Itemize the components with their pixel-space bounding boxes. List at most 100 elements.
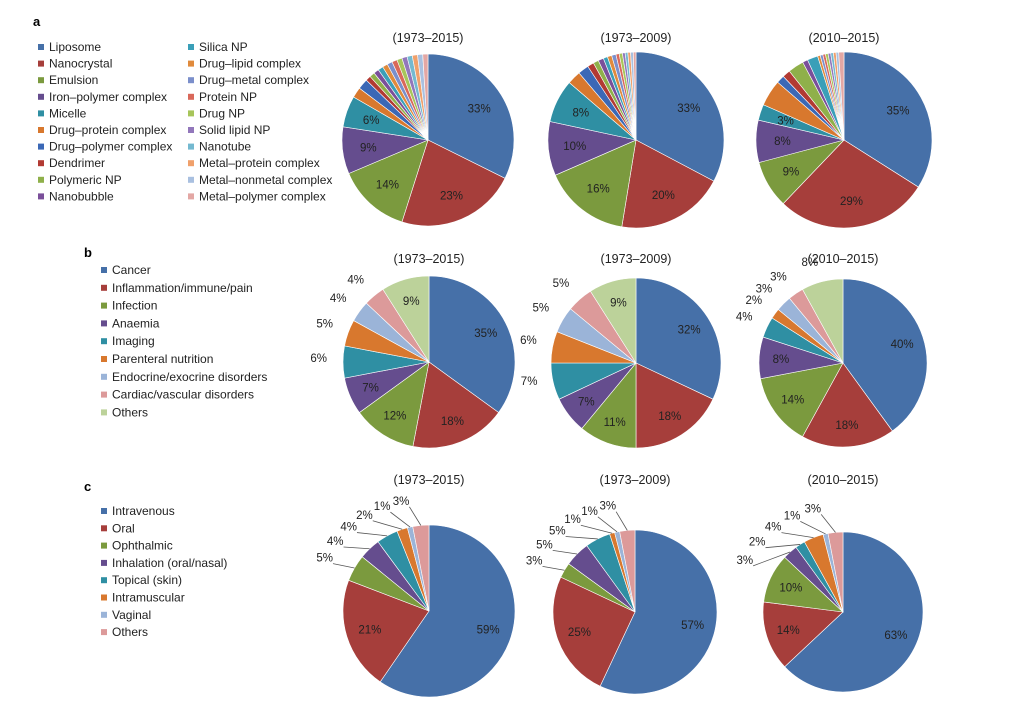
leader-line [800, 520, 826, 535]
legend-swatch [101, 267, 107, 273]
panel-letter-b: b [84, 245, 92, 260]
pie-label: 29% [840, 196, 863, 208]
pie-label: 33% [677, 103, 700, 115]
legend-label: Parenteral nutrition [112, 352, 213, 366]
legend-swatch [38, 160, 44, 167]
pie-label: 2% [745, 295, 762, 307]
pie-slice-cancer [842, 278, 928, 432]
pie-label: 1% [784, 510, 801, 522]
pie-label: 9% [403, 296, 420, 308]
pie-slice-metal-polymer-complex [838, 51, 845, 141]
legend-swatch [101, 577, 107, 584]
legend-b: Cancer Inflammation/immune/pain Infection A… [101, 263, 267, 419]
pie-slice-intravenous [784, 531, 924, 693]
pie-slice-metal-polymer-complex [632, 51, 637, 141]
legend-label: Ophthalmic [112, 539, 173, 553]
legend-label: Cancer [112, 263, 151, 277]
pie-label: 4% [327, 536, 344, 548]
pie-slice-nanocrystal [621, 139, 715, 229]
legend-swatch [101, 338, 107, 345]
pie-label: 9% [783, 166, 800, 178]
leader-line [356, 532, 388, 537]
legend-label: Nanotube [199, 140, 251, 154]
legend-label: Metal–protein complex [199, 156, 320, 170]
pie-slice-oral [762, 601, 844, 668]
pie-slice-liposome [427, 53, 515, 179]
legend-swatch [101, 508, 107, 514]
legend-swatch [101, 284, 107, 291]
legend-label: Drug–polymer complex [49, 140, 172, 154]
legend-label: Liposome [49, 40, 101, 54]
legend-item-iron-polymer-complex: Iron–polymer complex [38, 90, 167, 104]
pie-label: 4% [765, 522, 782, 534]
legend-label: Drug–metal complex [199, 73, 309, 87]
pie-slice-others [827, 531, 844, 613]
pie-label: 1% [564, 514, 581, 526]
legend-swatch [38, 77, 44, 84]
legend-item-intravenous: Intravenous [101, 504, 175, 518]
pie-slice-inflammation-immune-pain [802, 362, 893, 448]
pie-slice-nanocrystal [401, 139, 506, 227]
legend-swatch [188, 44, 194, 50]
pie-label: 3% [777, 116, 794, 128]
legend-item-inflammation-immune-pain: Inflammation/immune/pain [101, 281, 253, 295]
pie-label: 14% [376, 179, 399, 191]
legend-swatch [38, 193, 44, 200]
pie-label: 12% [383, 411, 406, 423]
pie-label: 7% [362, 382, 379, 394]
pie-label: 5% [536, 539, 553, 551]
legend-item-metal-protein-complex: Metal–protein complex [188, 156, 320, 170]
leader-line [580, 524, 613, 534]
legend-item-emulsion: Emulsion [38, 73, 98, 87]
legend-label: Anaemia [112, 316, 160, 330]
pie-slice-others [802, 278, 844, 364]
legend-item-metal-nonmetal-complex: Metal–nonmetal complex [188, 173, 332, 187]
pie-label: 5% [316, 553, 333, 565]
pie-b-2: (1973–2009) 32% 18% 11% 7% 9% 7% 6% 5% 5% [520, 252, 722, 449]
legend-label: Others [112, 405, 148, 419]
legend-swatch [101, 629, 107, 636]
pie-label: 18% [441, 416, 464, 428]
pie-slice-metal-polymer-complex [422, 53, 429, 141]
legend-swatch [38, 44, 44, 50]
pie-label: 18% [835, 420, 858, 432]
panel-letter-a: a [33, 14, 41, 29]
pie-label: 5% [532, 303, 549, 315]
legend-label: Intravenous [112, 504, 175, 518]
legend-item-metal-polymer-complex: Metal–polymer complex [188, 189, 326, 203]
legend-swatch [188, 160, 194, 167]
legend-swatch [38, 127, 44, 133]
legend-label: Topical (skin) [112, 573, 182, 587]
legend-swatch [188, 127, 194, 133]
pie-title: (1973–2015) [393, 31, 464, 45]
legend-swatch [188, 143, 194, 150]
pie-label: 57% [681, 620, 704, 632]
legend-swatch [101, 559, 107, 566]
legend-swatch [101, 525, 107, 532]
legend-item-imaging: Imaging [101, 334, 155, 348]
pie-label: 6% [310, 353, 327, 365]
pie-label: 8% [802, 257, 819, 269]
legend-swatch [38, 60, 44, 67]
pie-label: 5% [316, 318, 333, 330]
pie-title: (1973–2015) [394, 252, 465, 266]
legend-item-oral: Oral [101, 521, 135, 535]
pie-slice-intravenous [599, 529, 718, 695]
pie-slice-liposome [843, 51, 933, 188]
leader-line [597, 516, 618, 533]
pie-label: 2% [356, 510, 373, 522]
pie-label: 21% [358, 624, 381, 636]
legend-label: Vaginal [112, 608, 151, 622]
leader-line [565, 536, 598, 540]
legend-swatch [188, 193, 194, 200]
leader-line [542, 566, 565, 571]
legend-label: Solid lipid NP [199, 123, 270, 137]
legend-item-nanotube: Nanotube [188, 140, 251, 154]
pie-label: 9% [610, 298, 627, 310]
pie-label: 23% [440, 190, 463, 202]
legend-a: Liposome Nanocrystal Emulsion Iron–polymer … [38, 40, 332, 203]
pie-title: (1973–2015) [394, 473, 465, 487]
legend-label: Nanocrystal [49, 57, 112, 71]
pie-label: 1% [374, 501, 391, 513]
